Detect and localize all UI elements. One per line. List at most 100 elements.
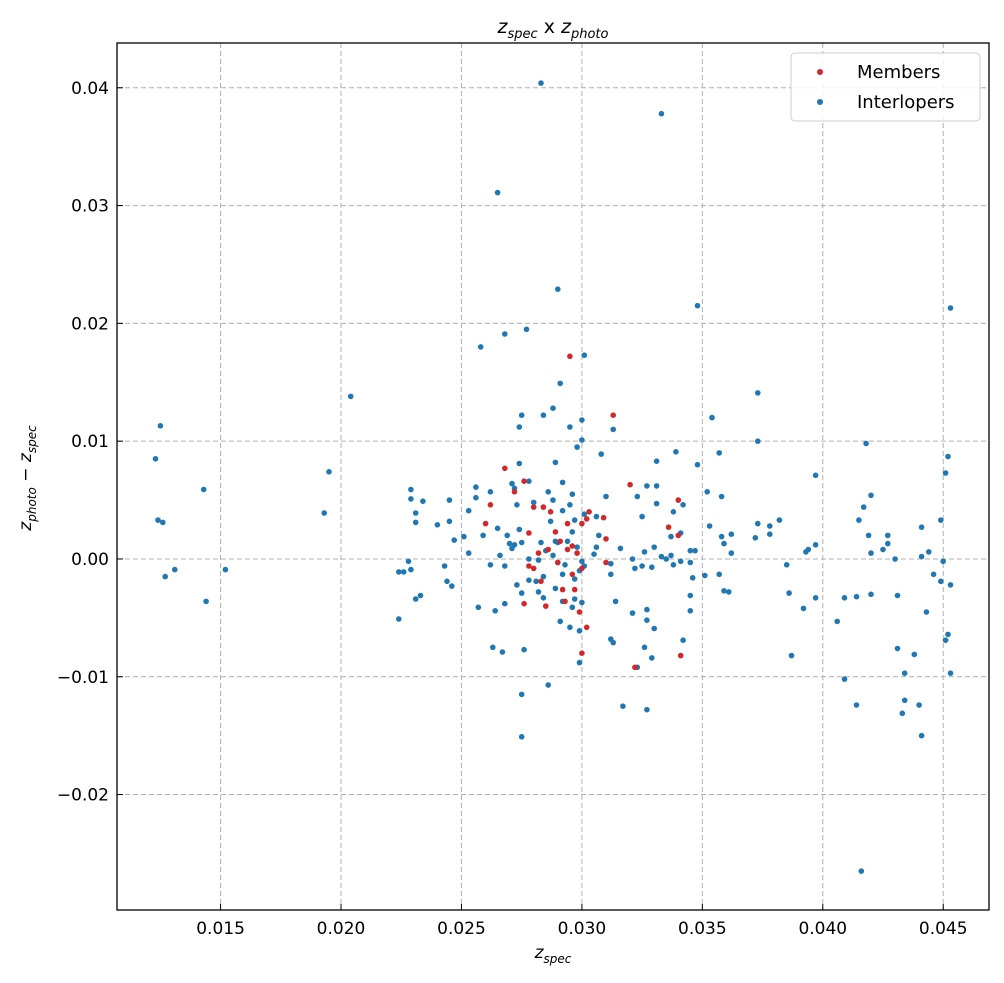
interlopers-point	[535, 589, 542, 595]
interlopers-point	[571, 517, 578, 523]
y-tick-label: 0.01	[71, 432, 109, 452]
interlopers-point	[567, 624, 573, 631]
interlopers-point	[441, 563, 448, 569]
interlopers-point	[716, 450, 722, 456]
interlopers-point	[629, 556, 636, 562]
interlopers-point	[800, 605, 807, 612]
interlopers-point	[721, 588, 727, 594]
interlopers-point	[945, 453, 951, 460]
members-point	[521, 478, 527, 485]
members-point	[564, 546, 571, 553]
interlopers-point	[494, 525, 501, 532]
interlopers-point	[687, 547, 694, 554]
members-point	[571, 586, 578, 593]
members-point	[569, 571, 576, 578]
interlopers-point	[853, 702, 860, 708]
interlopers-point	[152, 456, 159, 462]
interlopers-point	[581, 352, 588, 359]
interlopers-point	[465, 507, 472, 514]
interlopers-point	[408, 486, 414, 493]
members-point	[521, 600, 527, 607]
interlopers-point	[812, 542, 819, 548]
interlopers-point	[608, 560, 614, 567]
interlopers-point	[755, 390, 761, 396]
interlopers-point	[942, 470, 949, 476]
interlopers-point	[610, 639, 616, 646]
interlopers-point	[603, 493, 609, 500]
interlopers-point	[326, 469, 332, 475]
interlopers-point	[571, 576, 578, 582]
interlopers-point	[494, 189, 501, 196]
interlopers-point	[651, 625, 657, 632]
axis-ticks: 0.015 0.020 0.025 0.030 0.035 0.040 0.045 −0.02…	[57, 79, 968, 939]
interlopers-point	[506, 540, 513, 547]
members-point	[600, 514, 607, 521]
interlopers-point	[718, 493, 725, 500]
interlopers-point	[567, 502, 573, 508]
interlopers-point	[687, 559, 694, 566]
interlopers-point	[868, 550, 874, 556]
interlopers-point	[644, 483, 650, 489]
members-point	[603, 559, 609, 566]
members-point	[579, 650, 585, 656]
interlopers-point	[579, 437, 585, 443]
interlopers-point	[634, 493, 641, 500]
interlopers-point	[726, 589, 732, 595]
interlopers-point	[868, 492, 874, 499]
interlopers-point	[461, 533, 467, 540]
members-point	[574, 550, 580, 556]
interlopers-point	[576, 659, 583, 666]
interlopers-point	[516, 424, 523, 430]
interlopers-point	[530, 499, 537, 506]
x-tick-label: 0.030	[558, 919, 607, 939]
interlopers-point	[918, 553, 925, 560]
interlopers-point	[677, 558, 684, 565]
interlopers-point	[400, 569, 407, 575]
members-point	[557, 538, 563, 545]
interlopers-point	[805, 546, 812, 553]
interlopers-point	[502, 331, 508, 337]
interlopers-point	[579, 558, 585, 565]
interlopers-point	[412, 596, 419, 602]
interlopers-point	[916, 702, 922, 708]
interlopers-point	[557, 380, 563, 387]
interlopers-point	[203, 598, 209, 605]
legend-marker-interlopers	[817, 99, 823, 105]
interlopers-point	[526, 556, 532, 562]
interlopers-point	[545, 489, 551, 495]
interlopers-point	[521, 646, 527, 653]
interlopers-point	[552, 459, 559, 466]
interlopers-point	[841, 595, 848, 601]
interlopers-point	[487, 562, 494, 568]
members-point	[555, 559, 561, 566]
interlopers-point	[865, 532, 872, 539]
interlopers-point	[576, 628, 583, 634]
interlopers-point	[767, 523, 773, 529]
interlopers-point	[632, 565, 638, 572]
legend: Members Interlopers	[790, 52, 981, 122]
interlopers-point	[668, 552, 674, 559]
interlopers-point	[446, 497, 453, 503]
interlopers-point	[157, 423, 164, 429]
interlopers-point	[926, 549, 932, 555]
interlopers-point	[538, 80, 544, 86]
interlopers-point	[930, 571, 937, 578]
y-tick-label: 0.00	[71, 550, 109, 570]
interlopers-point	[673, 449, 679, 455]
x-axis-label: zspec	[534, 943, 572, 966]
interlopers-point	[694, 461, 701, 468]
interlopers-point	[559, 507, 566, 514]
plot-frame	[116, 42, 990, 911]
interlopers-point	[557, 618, 563, 625]
interlopers-point	[610, 426, 616, 433]
interlopers-point	[694, 302, 701, 309]
interlopers-point	[559, 571, 566, 578]
interlopers-point	[901, 697, 908, 704]
interlopers-point	[617, 545, 624, 552]
data-points	[152, 80, 954, 874]
interlopers-point	[502, 600, 508, 607]
interlopers-point	[538, 539, 544, 546]
interlopers-point	[860, 504, 867, 510]
interlopers-point	[858, 868, 865, 874]
